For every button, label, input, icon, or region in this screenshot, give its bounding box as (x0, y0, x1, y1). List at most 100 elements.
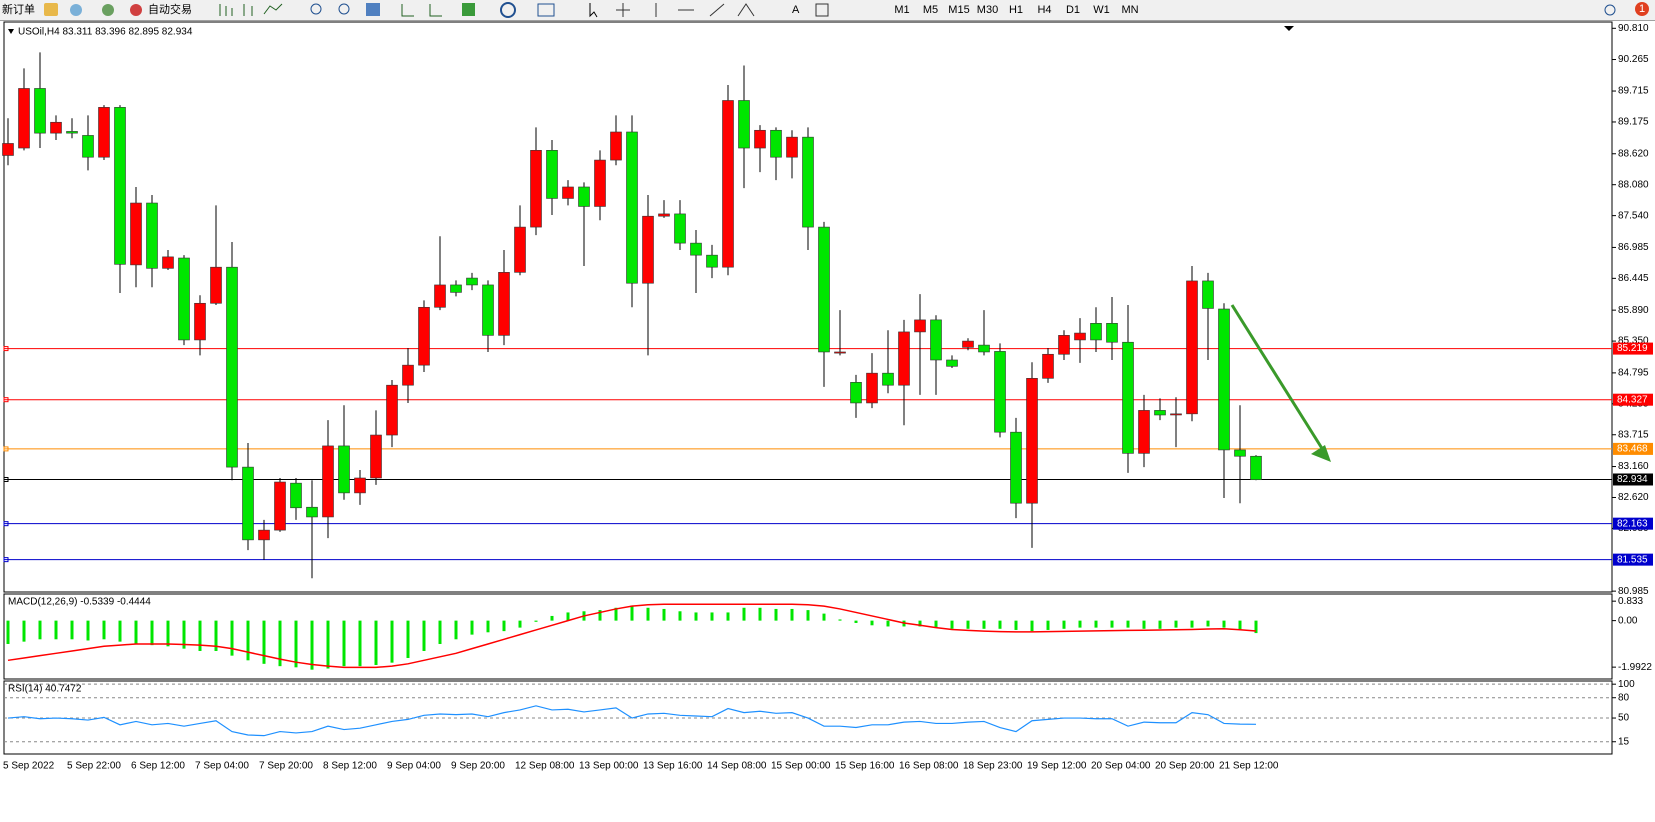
timeframe-button[interactable]: M1 (894, 4, 909, 16)
candle-body (514, 226, 526, 273)
notification-badge[interactable] (1635, 2, 1649, 16)
timeframe-button[interactable]: H1 (1009, 4, 1023, 16)
y-tick-label: 88.620 (1618, 148, 1649, 159)
candle-body (770, 129, 782, 158)
macd-bar (1222, 620, 1226, 628)
scroll-icons[interactable] (401, 4, 442, 17)
toolbar: 新订单 自动交易 A M1 M5 M15 M30 H1 H4 D1 W1 MN 1 (0, 0, 1655, 21)
macd-bar (246, 620, 250, 661)
macd-bar (134, 620, 138, 644)
auto-trading-icon[interactable] (130, 4, 142, 16)
icon[interactable] (102, 4, 114, 16)
timeframe-button[interactable]: W1 (1093, 4, 1110, 16)
candle-body (1250, 455, 1262, 481)
candle-body (66, 131, 78, 134)
x-tick-label: 21 Sep 12:00 (1219, 761, 1279, 772)
level-marker (3, 521, 9, 527)
macd-bar (374, 620, 378, 665)
new-order-button[interactable]: 新订单 (2, 2, 35, 16)
macd-bar (486, 620, 490, 633)
level-label: 81.535 (1617, 554, 1648, 565)
chart-title: USOil,H4 83.311 83.396 82.895 82.934 (18, 27, 193, 38)
candle-body (322, 445, 334, 518)
auto-trading-button[interactable]: 自动交易 (148, 2, 192, 16)
timeframe-button[interactable]: M5 (923, 4, 938, 16)
macd-bar (86, 620, 90, 641)
candle-body (1074, 332, 1086, 341)
cursor[interactable] (589, 3, 598, 18)
timeframe-button[interactable]: M30 (977, 4, 998, 16)
level-label-bg (1613, 442, 1653, 455)
macd-bar (662, 608, 666, 621)
candle-body (1010, 431, 1022, 504)
macd-bar (278, 620, 282, 667)
macd-bar (358, 620, 362, 667)
candle-body (306, 506, 318, 518)
icon[interactable] (44, 3, 58, 16)
shift-marker (1284, 26, 1294, 31)
candle-body (1042, 353, 1054, 379)
template-icon[interactable] (537, 3, 555, 17)
x-tick-label: 19 Sep 12:00 (1027, 761, 1087, 772)
search[interactable] (1604, 4, 1616, 16)
candle-body (802, 136, 814, 228)
timeframe-button[interactable]: MN (1121, 4, 1138, 16)
tile-icon[interactable] (366, 3, 380, 16)
y-tick-label: 83.160 (1618, 461, 1649, 472)
y-tick-label: 90.265 (1618, 54, 1649, 65)
chart-type-icons[interactable] (219, 3, 283, 16)
drawing-tools[interactable] (616, 3, 755, 17)
level-label: 85.219 (1617, 343, 1648, 354)
candle-body (466, 277, 478, 286)
timeframe-button[interactable]: H4 (1037, 4, 1051, 16)
candle-body (882, 372, 894, 386)
macd-bar (614, 607, 618, 621)
candle-body (1058, 335, 1070, 355)
macd-bar (1142, 620, 1146, 629)
y-tick-label: 89.715 (1618, 86, 1649, 97)
text-tool[interactable]: A (792, 4, 800, 16)
zoom-in[interactable] (310, 3, 322, 15)
macd-bar (1206, 620, 1210, 627)
y-tick-label: 0.833 (1618, 596, 1643, 607)
macd-bar (22, 620, 26, 642)
macd-bar (998, 620, 1002, 629)
x-tick-label: 16 Sep 08:00 (899, 761, 959, 772)
x-tick-label: 13 Sep 00:00 (579, 761, 639, 772)
macd-bar (774, 608, 778, 621)
candle-body (642, 215, 654, 284)
macd-bar (1126, 620, 1130, 628)
period-icon[interactable] (500, 2, 516, 18)
level-label: 82.163 (1617, 518, 1648, 529)
indicator-icon[interactable] (462, 3, 475, 16)
candle-body (418, 306, 430, 366)
candle-body (290, 482, 302, 509)
macd-bar (742, 607, 746, 621)
level-label-bg (1613, 517, 1653, 530)
macd-bar (982, 620, 986, 629)
level-label: 82.934 (1617, 474, 1648, 485)
macd-bar (54, 620, 58, 640)
y-tick-label: 80.985 (1618, 586, 1649, 597)
signal-line (7, 603, 1257, 669)
icon[interactable] (70, 4, 82, 16)
macd-bar (294, 620, 298, 668)
level-label-bg (1613, 393, 1653, 406)
rsi-line (7, 705, 1257, 737)
macd-bar (502, 620, 506, 632)
x-tick-label: 18 Sep 23:00 (963, 761, 1023, 772)
candle-body (50, 121, 62, 134)
macd-bar (70, 620, 74, 640)
label-tool[interactable] (815, 3, 829, 17)
annotation (1230, 26, 1331, 462)
timeframe-button[interactable]: M15 (948, 4, 969, 16)
candle-body (898, 331, 910, 386)
level-label: 83.468 (1617, 444, 1648, 455)
macd-bar (1238, 620, 1242, 630)
candle-body (914, 319, 926, 333)
candle-body (818, 226, 830, 353)
x-tick-label: 20 Sep 20:00 (1155, 761, 1215, 772)
zoom-out[interactable] (338, 3, 350, 15)
level-marker (3, 397, 9, 403)
timeframe-button[interactable]: D1 (1066, 4, 1080, 16)
